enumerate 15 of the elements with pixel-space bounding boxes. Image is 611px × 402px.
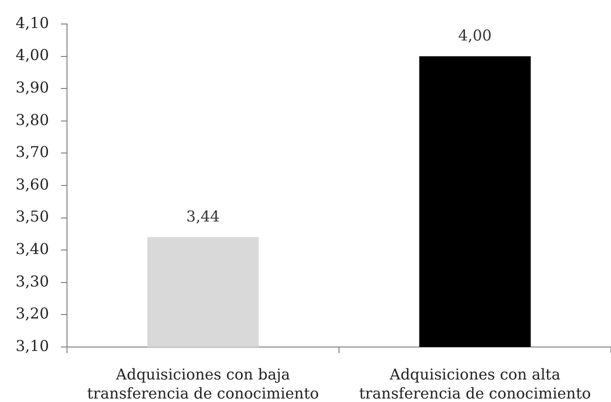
y-tick-label: 3,10: [16, 336, 49, 355]
x-tick-label: Adquisiciones con alta transferencia de conocimiento: [359, 365, 591, 402]
y-tick-label: 3,30: [16, 272, 49, 290]
y-tick-label: 3,20: [16, 304, 49, 323]
x-tick-label: Adquisiciones con baja transferencia de conocimiento: [87, 365, 319, 402]
y-tick-label: 3,50: [16, 208, 49, 226]
data-label: 3,44: [186, 208, 220, 226]
y-tick-label: 3,40: [16, 240, 49, 258]
y-tick-label: 3,60: [16, 175, 49, 194]
y-tick-label: 4,10: [16, 14, 49, 32]
y-tick-label: 3,70: [16, 143, 49, 162]
y-tick-label: 3,80: [16, 110, 49, 129]
data-label: 4,00: [458, 26, 492, 45]
y-tick-label: 3,90: [16, 78, 49, 96]
y-tick-label: 4,00: [16, 46, 49, 64]
